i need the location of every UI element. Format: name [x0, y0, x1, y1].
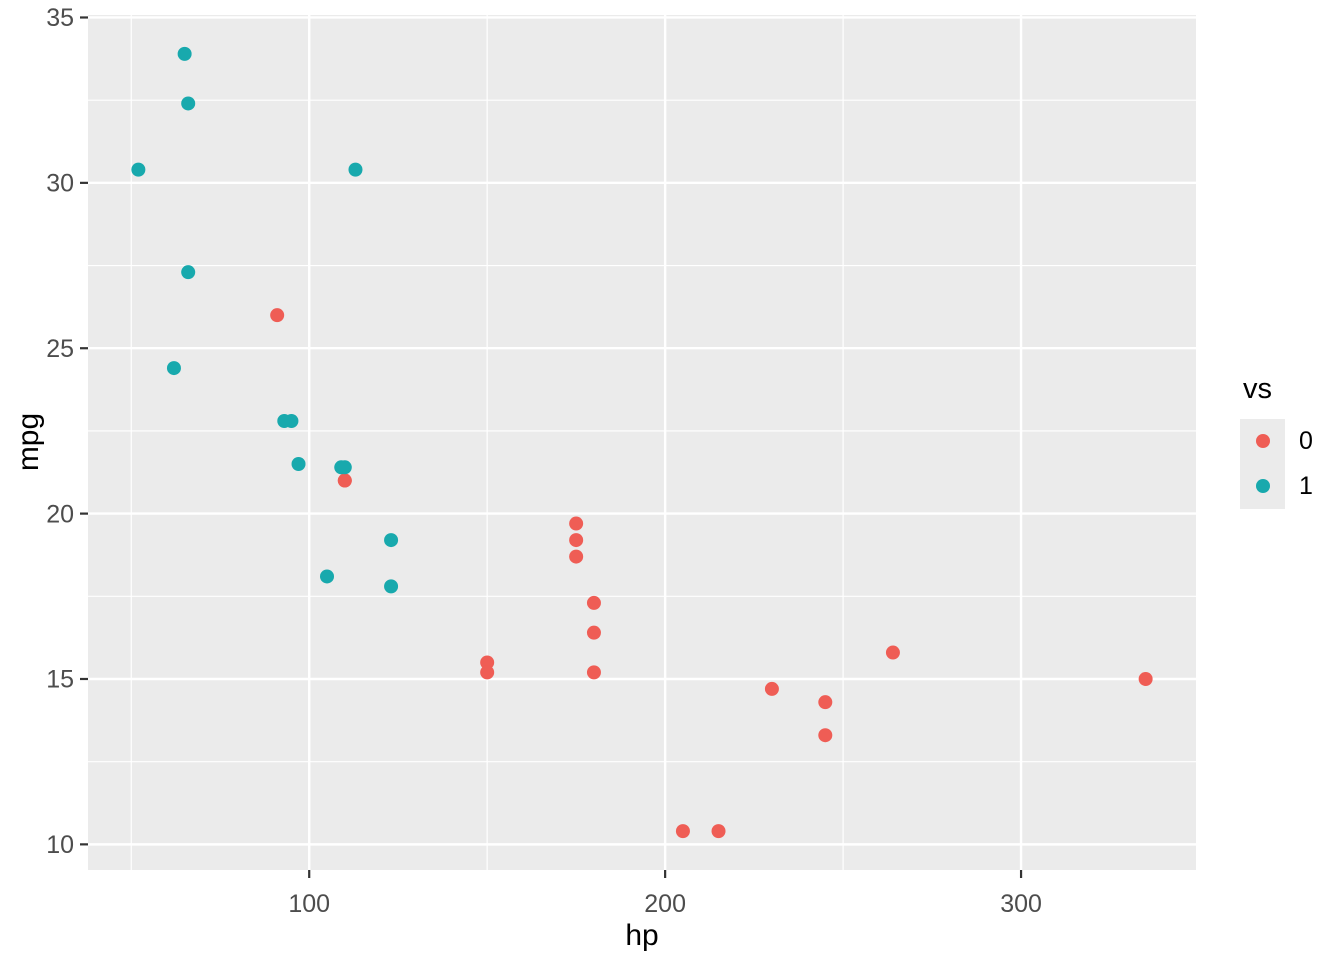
legend-entry-1: 1	[1240, 463, 1313, 509]
x-tick-label: 200	[644, 890, 686, 918]
data-point-vs-0	[675, 824, 690, 839]
y-tick-label: 15	[46, 666, 74, 694]
y-tick-label: 35	[46, 4, 74, 32]
data-point-vs-1	[284, 414, 299, 429]
legend-title: vs	[1243, 373, 1272, 405]
data-point-vs-0	[764, 681, 779, 696]
data-point-vs-0	[885, 645, 900, 660]
data-point-vs-0	[586, 595, 601, 610]
data-point-vs-0	[480, 665, 495, 680]
x-tick-label: 300	[1000, 890, 1042, 918]
legend-label: 1	[1299, 471, 1313, 500]
y-axis-title: mpg	[12, 412, 45, 472]
data-point-vs-0	[569, 533, 584, 548]
legend-swatch	[1240, 418, 1285, 464]
legend-point-icon	[1255, 479, 1270, 494]
legend-swatch	[1240, 463, 1285, 509]
data-point-vs-1	[177, 46, 192, 61]
data-point-vs-0	[711, 824, 726, 839]
data-point-vs-0	[586, 625, 601, 640]
data-point-vs-1	[181, 265, 196, 280]
x-axis-title: hp	[625, 919, 659, 952]
legend-point-icon	[1255, 434, 1270, 449]
data-point-vs-1	[166, 361, 181, 376]
x-tick-label: 100	[288, 890, 330, 918]
y-tick-label: 20	[46, 500, 74, 528]
panel-background	[88, 15, 1196, 870]
legend-entry-0: 0	[1240, 418, 1313, 464]
data-point-vs-1	[131, 162, 146, 177]
y-tick-label: 30	[46, 170, 74, 198]
data-point-vs-0	[818, 728, 833, 743]
data-point-vs-1	[337, 460, 352, 475]
data-point-vs-0	[337, 473, 352, 488]
data-point-vs-0	[818, 695, 833, 710]
data-point-vs-1	[384, 579, 399, 594]
data-point-vs-0	[569, 549, 584, 564]
data-point-vs-1	[181, 96, 196, 111]
data-point-vs-0	[569, 516, 584, 531]
data-point-vs-0	[480, 655, 495, 670]
y-tick-label: 25	[46, 335, 74, 363]
data-point-vs-1	[320, 569, 335, 584]
data-point-vs-0	[1138, 671, 1153, 686]
data-point-vs-0	[586, 665, 601, 680]
data-point-vs-1	[348, 162, 363, 177]
data-point-vs-0	[270, 308, 285, 323]
data-point-vs-1	[291, 456, 306, 471]
y-tick-label: 10	[46, 831, 74, 859]
legend-label: 0	[1299, 426, 1313, 455]
data-point-vs-1	[384, 533, 399, 548]
